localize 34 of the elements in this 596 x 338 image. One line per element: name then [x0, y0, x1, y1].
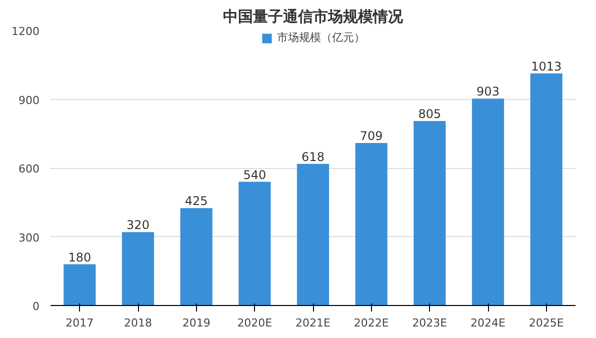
x-tick-label: 2017	[66, 316, 94, 330]
bar	[296, 164, 330, 306]
data-label: 805	[418, 107, 442, 122]
bar	[355, 143, 388, 306]
data-label: 618	[302, 150, 324, 164]
bar	[414, 121, 446, 306]
y-tick-label: 300	[18, 231, 40, 244]
bar	[122, 232, 154, 306]
data-label: 425	[184, 194, 208, 208]
bar	[180, 208, 212, 306]
x-tick-label: 2024E	[470, 316, 506, 330]
x-tick-label: 2025E	[528, 316, 564, 330]
data-label: 709	[360, 129, 383, 144]
data-label: 1013	[531, 59, 562, 74]
x-tick-label: 2020E	[237, 316, 272, 330]
data-label: 180	[68, 250, 92, 264]
x-tick-label: 2023E	[412, 316, 448, 330]
bar	[472, 98, 504, 306]
x-tick-label: 2019	[182, 316, 210, 330]
y-tick-label: 0	[32, 300, 40, 313]
data-label: 903	[476, 84, 500, 99]
legend-label: 市场规模（亿元）	[277, 30, 365, 45]
bar	[530, 73, 562, 306]
x-tick-label: 2021E	[296, 316, 331, 330]
x-tick-label: 2022E	[354, 316, 389, 330]
y-tick-label: 1200	[12, 25, 40, 38]
chart-title: 中国量子通信市场规模情况	[223, 8, 404, 26]
y-tick-label: 900	[18, 94, 40, 107]
x-tick-label: 2018	[124, 316, 152, 330]
y-tick-label: 600	[18, 162, 40, 176]
bar	[64, 264, 96, 306]
data-label: 320	[126, 218, 150, 232]
data-label: 540	[243, 168, 266, 182]
bar	[238, 182, 271, 306]
